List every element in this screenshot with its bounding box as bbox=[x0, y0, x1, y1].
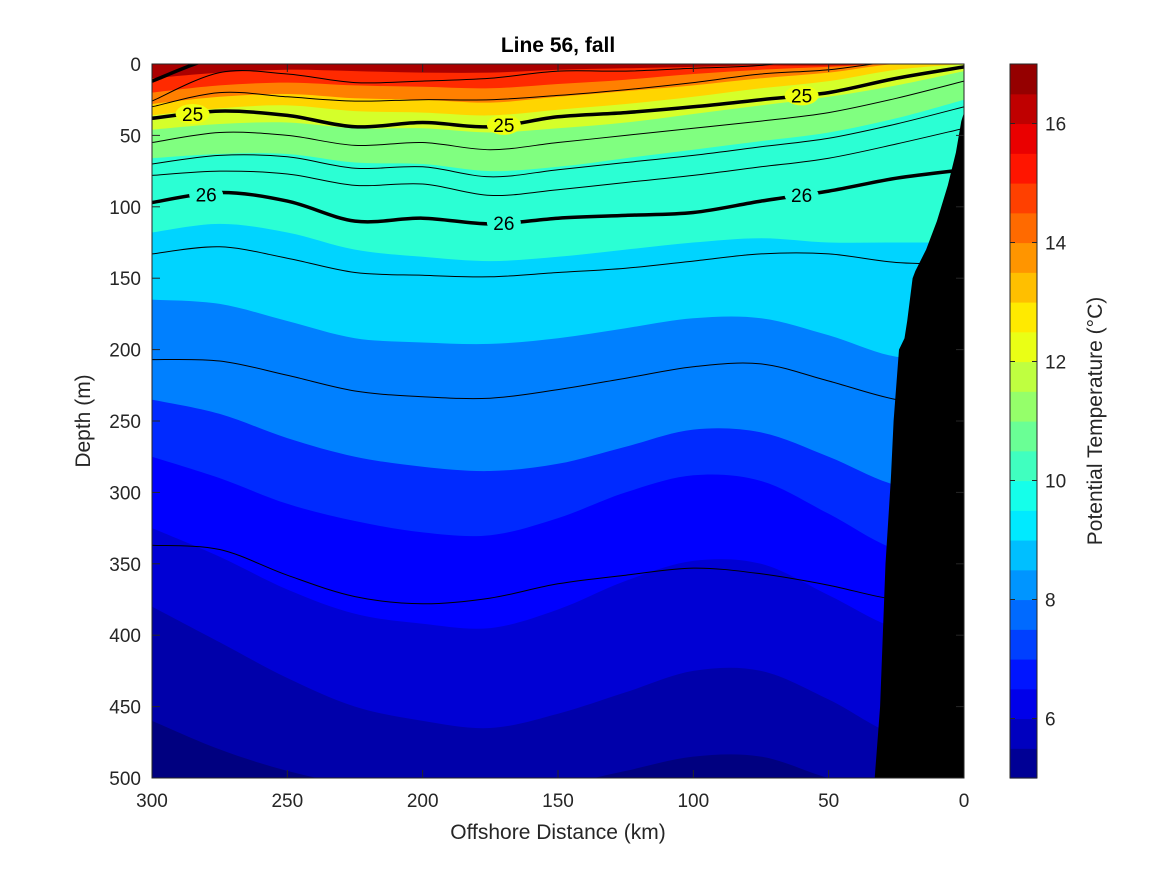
colorbar-swatch bbox=[1010, 242, 1037, 273]
colorbar: 6 8 10 12 14 16 bbox=[1009, 63, 1067, 779]
colorbar-swatch bbox=[1010, 361, 1037, 392]
colorbar-swatch bbox=[1010, 212, 1037, 244]
colorbar-swatch bbox=[1010, 302, 1037, 333]
contour-label: 26 bbox=[791, 186, 812, 207]
density-contour bbox=[152, 80, 964, 151]
y-tick-label: 0 bbox=[130, 55, 141, 76]
y-tick-label: 350 bbox=[109, 555, 141, 576]
density-contour bbox=[152, 358, 964, 408]
colorbar-swatch bbox=[1010, 272, 1037, 303]
density-contour bbox=[152, 65, 964, 129]
y-tick-label: 200 bbox=[109, 341, 141, 362]
contour-label: 25 bbox=[493, 116, 514, 137]
x-tick-label: 250 bbox=[271, 791, 303, 812]
colorbar-swatch bbox=[1010, 93, 1037, 125]
contour-label-gap bbox=[189, 184, 224, 205]
colorbar-swatch bbox=[1010, 421, 1037, 452]
colorbar-swatch bbox=[1010, 510, 1037, 541]
colorbar-tick-label: 16 bbox=[1045, 115, 1066, 136]
colorbar-swatch bbox=[1010, 123, 1037, 154]
bathymetry-shelf bbox=[874, 112, 964, 778]
x-axis-label: Offshore Distance (km) bbox=[450, 821, 666, 844]
colorbar-tick-label: 8 bbox=[1045, 591, 1056, 612]
colorbar-swatch bbox=[1010, 450, 1037, 482]
density-contour bbox=[152, 167, 964, 226]
y-tick-label: 400 bbox=[109, 626, 141, 647]
temperature-band bbox=[152, 720, 829, 778]
colorbar-swatch bbox=[1010, 480, 1037, 511]
colorbar-swatch bbox=[1010, 718, 1037, 749]
y-tick-label: 100 bbox=[109, 198, 141, 219]
contour-label: 26 bbox=[493, 214, 514, 235]
contour-label-gap bbox=[784, 185, 819, 206]
density-contour bbox=[152, 127, 964, 197]
colorbar-tick-label: 12 bbox=[1045, 353, 1066, 374]
colorbar-swatch bbox=[1010, 153, 1037, 184]
colorbar-frame bbox=[1009, 63, 1038, 779]
colorbar-swatch bbox=[1010, 331, 1037, 363]
y-tick-label: 150 bbox=[109, 269, 141, 290]
y-tick-label: 300 bbox=[109, 483, 141, 504]
density-contour bbox=[152, 106, 964, 178]
y-axis-label: Depth (m) bbox=[72, 374, 95, 467]
contour-label-gap bbox=[784, 85, 819, 106]
colorbar-swatch bbox=[1010, 183, 1037, 214]
colorbar-label: Potential Temperature (°C) bbox=[1084, 297, 1107, 545]
colorbar-swatch bbox=[1010, 599, 1037, 630]
y-tick-label: 50 bbox=[120, 126, 141, 147]
colorbar-tick-label: 14 bbox=[1045, 234, 1067, 255]
colorbar-swatch bbox=[1010, 64, 1037, 95]
x-tick-label: 100 bbox=[677, 791, 709, 812]
colorbar-swatch bbox=[1010, 629, 1037, 660]
contour-label-gap bbox=[486, 114, 521, 135]
colorbar-swatch bbox=[1010, 688, 1037, 720]
contour-label-gap bbox=[175, 103, 210, 124]
density-contour bbox=[152, 246, 964, 278]
density-contour bbox=[152, 544, 964, 605]
colorbar-swatch bbox=[1010, 748, 1037, 779]
contour-label: 25 bbox=[791, 86, 812, 107]
x-tick-label: 200 bbox=[407, 791, 439, 812]
colorbar-tick-label: 6 bbox=[1045, 710, 1056, 731]
y-tick-label: 450 bbox=[109, 698, 141, 719]
contour-label: 25 bbox=[182, 105, 203, 126]
colorbar-swatch bbox=[1010, 659, 1037, 690]
colorbar-swatch bbox=[1010, 391, 1037, 422]
y-tick-label: 500 bbox=[109, 769, 141, 790]
colorbar-swatch bbox=[1010, 569, 1037, 601]
x-tick-label: 0 bbox=[959, 791, 970, 812]
contour-label: 26 bbox=[196, 186, 217, 207]
colorbar-swatch bbox=[1010, 540, 1037, 571]
chart-title: Line 56, fall bbox=[501, 34, 615, 57]
x-tick-label: 50 bbox=[818, 791, 839, 812]
y-tick-label: 250 bbox=[109, 412, 141, 433]
temperature-band bbox=[152, 606, 964, 778]
x-tick-label: 150 bbox=[542, 791, 574, 812]
x-tick-label: 300 bbox=[136, 791, 168, 812]
contour-label-gap bbox=[486, 212, 521, 233]
colorbar-tick-label: 10 bbox=[1045, 472, 1066, 493]
